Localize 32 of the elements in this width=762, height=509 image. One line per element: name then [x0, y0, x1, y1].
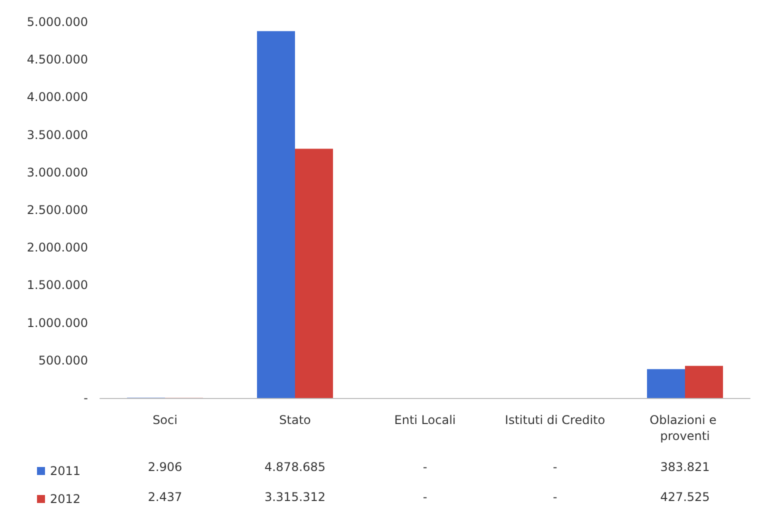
- data-label: 2.437: [148, 490, 182, 504]
- data-label: -: [552, 490, 558, 504]
- y-tick-label: 3.000.000: [26, 165, 88, 180]
- x-tick-label: Enti Locali: [394, 413, 456, 427]
- y-tick-label: 5.000.000: [26, 15, 88, 29]
- data-label: 3.315.312: [264, 490, 326, 504]
- x-tick-label: Soci: [152, 413, 178, 427]
- data-label: -: [422, 490, 428, 504]
- y-tick-label: 1.000.000: [26, 316, 88, 330]
- y-tick-label: 4.500.000: [26, 52, 88, 67]
- legend-label: 2011: [50, 464, 81, 478]
- bar: [647, 369, 685, 398]
- x-tick-label: Stato: [279, 413, 311, 427]
- y-tick-label: -: [84, 391, 88, 405]
- y-tick-label: 2.000.000: [26, 240, 88, 255]
- y-tick-label: 3.500.000: [26, 128, 88, 142]
- y-tick-label: 500.000: [38, 353, 88, 368]
- y-tick-label: 4.000.000: [26, 90, 88, 104]
- x-tick-label: Oblazioni e proventi: [650, 413, 720, 443]
- data-label: 383.821: [660, 460, 710, 474]
- x-tick-label: Istituti di Credito: [504, 413, 606, 427]
- legend-label: 2012: [50, 492, 81, 506]
- data-label: 2.906: [148, 460, 182, 474]
- data-label: 4.878.685: [264, 460, 326, 474]
- y-tick-label: 2.500.000: [26, 203, 88, 217]
- bar: [257, 31, 295, 398]
- data-label: -: [422, 460, 428, 474]
- y-tick-label: 1.500.000: [26, 278, 88, 292]
- bar: [295, 148, 333, 398]
- data-label: -: [552, 460, 558, 474]
- bar: [685, 366, 723, 398]
- data-label: 427.525: [660, 490, 710, 504]
